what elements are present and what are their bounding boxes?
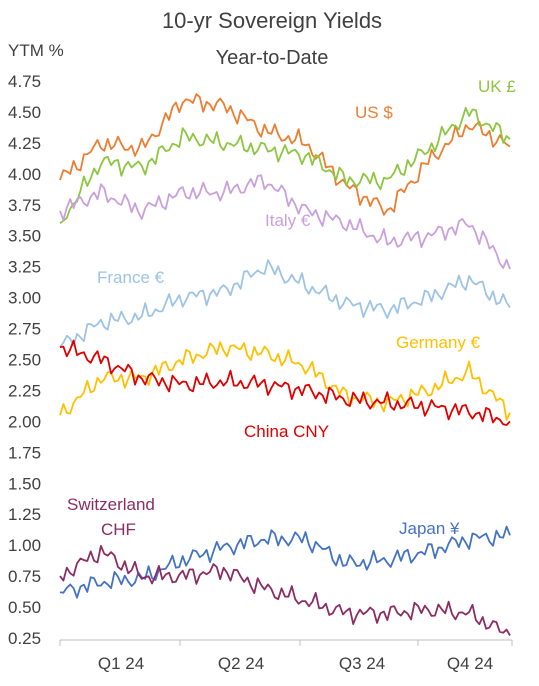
x-tick-label: Q4 24 <box>447 654 493 673</box>
y-axis-ticks: 4.75 4.50 4.25 4.00 3.75 3.50 3.25 3.00 2.75 2.50… <box>8 72 41 648</box>
y-axis-label: YTM % <box>8 41 64 60</box>
series-label: France € <box>97 268 165 287</box>
y-tick-label: 0.75 <box>8 567 41 586</box>
y-tick-label: 1.25 <box>8 505 41 524</box>
series-label: Japan ¥ <box>399 519 460 538</box>
x-tick-label: Q1 24 <box>98 654 144 673</box>
y-tick-label: 3.75 <box>8 196 41 215</box>
x-axis: Q1 24 Q2 24 Q3 24 Q4 24 <box>59 639 513 673</box>
series-line <box>59 339 511 426</box>
y-tick-label: 0.25 <box>8 629 41 648</box>
y-tick-label: 3.00 <box>8 289 41 308</box>
series-line <box>59 259 511 348</box>
series-label: Italy € <box>265 211 311 230</box>
y-tick-label: 4.00 <box>8 165 41 184</box>
series-label: China CNY <box>244 422 329 441</box>
plot-area <box>59 93 511 636</box>
y-tick-label: 3.25 <box>8 258 41 277</box>
series-line <box>59 93 511 216</box>
chart-title: 10-yr Sovereign Yields <box>162 8 382 33</box>
series-line <box>59 341 511 421</box>
series-label: CHF <box>101 520 136 539</box>
y-tick-label: 2.00 <box>8 412 41 431</box>
series-label: Switzerland <box>67 495 155 514</box>
series-line <box>59 525 511 599</box>
y-tick-label: 4.25 <box>8 134 41 153</box>
series-labels: US $ UK £ Italy € France € Germany € China CN… <box>67 77 516 539</box>
x-tick-label: Q2 24 <box>218 654 264 673</box>
series-line <box>59 545 511 636</box>
series-label: Germany € <box>396 333 481 352</box>
y-tick-label: 1.50 <box>8 474 41 493</box>
y-tick-label: 2.75 <box>8 320 41 339</box>
series-label: UK £ <box>478 77 516 96</box>
series-label: US $ <box>355 103 393 122</box>
y-tick-label: 1.00 <box>8 536 41 555</box>
y-tick-label: 4.50 <box>8 103 41 122</box>
y-tick-label: 0.50 <box>8 598 41 617</box>
y-tick-label: 2.25 <box>8 381 41 400</box>
y-tick-label: 2.50 <box>8 351 41 370</box>
series-line <box>59 107 511 225</box>
x-tick-label: Q3 24 <box>339 654 385 673</box>
y-tick-label: 1.75 <box>8 443 41 462</box>
y-tick-label: 3.50 <box>8 227 41 246</box>
series-line <box>59 174 511 270</box>
y-tick-label: 4.75 <box>8 72 41 91</box>
chart-subtitle: Year-to-Date <box>216 47 329 69</box>
